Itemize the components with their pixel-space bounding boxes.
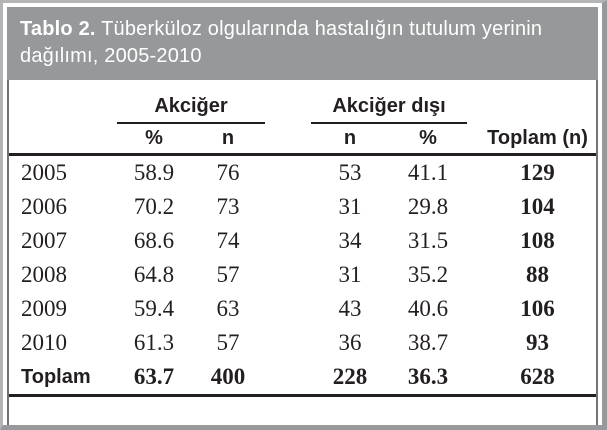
toplam-cell: 88 — [526, 262, 549, 287]
spacer-cell — [265, 155, 311, 191]
spacer-cell — [265, 123, 311, 156]
spacer-cell — [467, 155, 479, 191]
spacer-cell — [265, 258, 311, 292]
akciger-n-cell: 73 — [216, 194, 240, 219]
disi-percent-cell: 31.5 — [407, 228, 449, 253]
spacer-cell — [467, 360, 480, 397]
data-table-container: Akciğer Akciğer dışı % n n % Toplam (n) — [7, 80, 598, 425]
table-row-2010: 2010 61.3 57 36 38.7 93 — [9, 326, 596, 360]
spacer-cell — [467, 224, 479, 258]
table-row-2005: 2005 58.9 76 53 41.1 129 — [9, 155, 596, 191]
spacer-cell — [265, 292, 311, 326]
disi-percent-cell: 35.2 — [407, 262, 449, 287]
year-cell: 2009 — [21, 296, 67, 321]
toplam-cell: 93 — [526, 330, 549, 355]
year-cell: 2008 — [21, 262, 67, 287]
spacer-cell — [265, 224, 311, 258]
disi-n-cell: 31 — [338, 262, 362, 287]
disi-percent-cell: 38.7 — [407, 330, 449, 355]
disi-percent-cell: 36.3 — [389, 360, 468, 397]
spacer-cell — [467, 190, 479, 224]
akciger-n-cell: 74 — [216, 228, 240, 253]
table-row-2006: 2006 70.2 73 31 29.8 104 — [9, 190, 596, 224]
header-disi-percent: % — [389, 123, 468, 156]
disi-n-cell: 36 — [338, 330, 362, 355]
toplam-cell: 129 — [520, 160, 555, 185]
spacer-cell — [467, 80, 479, 123]
disi-n-cell: 53 — [338, 160, 362, 185]
akciger-percent-cell: 59.4 — [133, 296, 175, 321]
spacer-cell — [9, 396, 596, 426]
spacer-cell — [467, 258, 479, 292]
column-group-akciger: Akciğer — [117, 80, 265, 124]
toplam-cell: 628 — [479, 360, 596, 397]
spacer-cell — [467, 292, 479, 326]
disi-n-cell: 34 — [338, 228, 362, 253]
akciger-percent-cell: 58.9 — [133, 160, 175, 185]
header-disi-n: n — [311, 123, 389, 156]
header-toplam-n: Toplam (n) — [479, 123, 596, 156]
toplam-cell: 104 — [520, 194, 555, 219]
table-row-2007: 2007 68.6 74 34 31.5 108 — [9, 224, 596, 258]
table-number: Tablo 2. — [20, 18, 96, 40]
total-row-label: Toplam — [9, 360, 117, 397]
akciger-percent-cell: 61.3 — [133, 330, 175, 355]
header-akciger-n: n — [191, 123, 265, 156]
table-caption-text: Tüberküloz olgularında hastalığın tutulu… — [20, 18, 543, 67]
disi-n-cell: 43 — [338, 296, 362, 321]
table-footer-spacer — [9, 396, 596, 426]
table-caption-bar: Tablo 2. Tüberküloz olgularında hastalığ… — [7, 7, 598, 80]
column-group-akciger-disi: Akciğer dışı — [311, 80, 468, 124]
header-akciger-percent: % — [117, 123, 191, 156]
year-cell: 2006 — [21, 194, 67, 219]
akciger-n-cell: 400 — [191, 360, 265, 397]
akciger-n-cell: 76 — [216, 160, 240, 185]
spacer-cell — [9, 123, 117, 156]
toplam-cell: 108 — [520, 228, 555, 253]
year-cell: 2007 — [21, 228, 67, 253]
akciger-percent-cell: 64.8 — [133, 262, 175, 287]
akciger-percent-cell: 63.7 — [117, 360, 191, 397]
year-cell: 2010 — [21, 330, 67, 355]
table-row-2009: 2009 59.4 63 43 40.6 106 — [9, 292, 596, 326]
spacer-cell — [467, 123, 480, 156]
disi-percent-cell: 29.8 — [407, 194, 449, 219]
akciger-n-cell: 57 — [216, 262, 240, 287]
spacer-cell — [9, 80, 117, 123]
toplam-cell: 106 — [520, 296, 555, 321]
table-row-2008: 2008 64.8 57 31 35.2 88 — [9, 258, 596, 292]
spacer-cell — [265, 80, 311, 123]
akciger-percent-cell: 70.2 — [133, 194, 175, 219]
akciger-n-cell: 63 — [216, 296, 240, 321]
disi-percent-cell: 41.1 — [407, 160, 449, 185]
disi-percent-cell: 40.6 — [407, 296, 449, 321]
table-row-toplam: Toplam 63.7 400 228 36.3 628 — [9, 360, 596, 397]
spacer-cell — [265, 190, 311, 224]
spacer-cell — [467, 326, 479, 360]
akciger-percent-cell: 68.6 — [133, 228, 175, 253]
data-table: Akciğer Akciğer dışı % n n % Toplam (n) — [9, 80, 596, 425]
column-group-header-row: Akciğer Akciğer dışı — [9, 80, 596, 124]
akciger-n-cell: 57 — [216, 330, 240, 355]
year-cell: 2005 — [21, 160, 67, 185]
column-header-row: % n n % Toplam (n) — [9, 123, 596, 156]
disi-n-cell: 228 — [311, 360, 389, 397]
spacer-cell — [265, 360, 311, 397]
spacer-cell — [479, 80, 596, 123]
disi-n-cell: 31 — [338, 194, 362, 219]
spacer-cell — [265, 326, 311, 360]
